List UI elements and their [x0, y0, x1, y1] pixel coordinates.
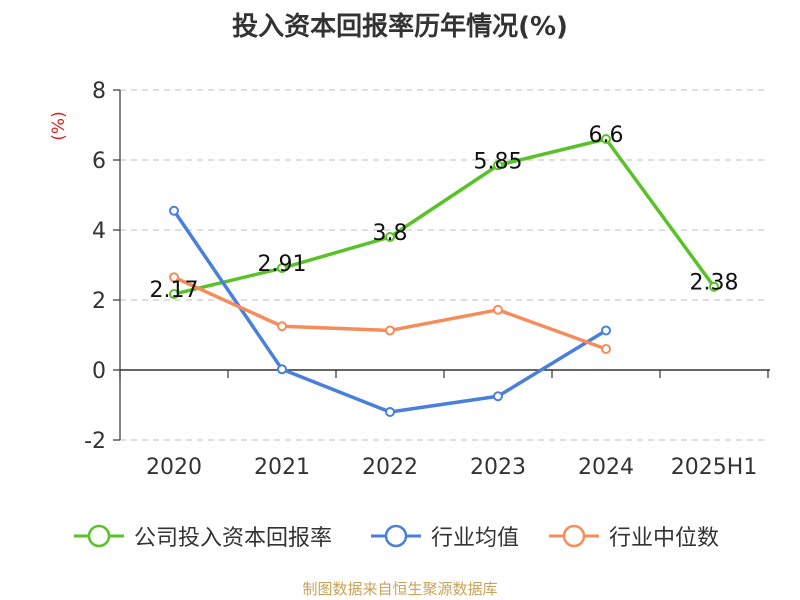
source-note: 制图数据来自恒生聚源数据库 — [302, 580, 498, 598]
data-point — [277, 364, 287, 375]
data-point — [277, 263, 287, 274]
y-tick-label: 6 — [92, 149, 106, 174]
data-label: 3.8 — [373, 221, 408, 246]
labels-layer: 2.17 2.91 3.8 5.85 6.6 2.38 — [150, 123, 739, 303]
data-point — [385, 325, 395, 336]
data-point — [601, 134, 611, 144]
grid — [120, 89, 768, 441]
legend: 公司投入资本回报率 行业均值 行业中位数 — [74, 524, 719, 551]
series-line — [173, 137, 716, 296]
data-point — [385, 232, 395, 242]
legend-label: 公司投入资本回报率 — [134, 526, 332, 551]
legend-label: 行业中位数 — [609, 526, 719, 551]
data-point — [601, 344, 611, 354]
y-tick-label: 4 — [92, 219, 106, 244]
data-label: 2.38 — [690, 271, 739, 296]
data-point — [493, 391, 503, 402]
y-tick-label: 2 — [92, 289, 106, 314]
x-tick-label: 2025H1 — [671, 455, 758, 480]
legend-label: 行业均值 — [431, 526, 519, 551]
data-point — [169, 289, 179, 300]
data-point — [601, 325, 611, 336]
data-label: 2.17 — [150, 278, 199, 303]
data-point — [493, 160, 503, 171]
y-tick-label: 0 — [92, 359, 106, 384]
x-tick-label: 2021 — [254, 455, 310, 480]
x-tick-label: 2023 — [470, 455, 526, 480]
data-point — [169, 272, 179, 283]
legend-marker — [384, 524, 408, 548]
y-axis-label: (%) — [49, 111, 69, 140]
legend-marker — [87, 524, 111, 548]
data-point — [385, 407, 395, 417]
axes: -2 0 2 4 6 8 2020 2021 2022 2023 2024 2025H1 (%) — [49, 79, 770, 480]
x-tick-label: 2022 — [362, 455, 418, 480]
x-tick-label: 2024 — [578, 455, 634, 480]
data-point — [169, 205, 179, 216]
series-line — [173, 275, 607, 351]
data-point — [709, 281, 719, 292]
chart-title: 投入资本回报率历年情况(%) — [232, 12, 568, 42]
data-label: 6.6 — [589, 123, 624, 148]
series-layer — [169, 134, 719, 417]
data-label: 2.91 — [258, 252, 307, 277]
data-label: 5.85 — [474, 149, 523, 174]
x-tick-label: 2020 — [146, 455, 202, 480]
y-tick-label: -2 — [84, 429, 106, 454]
data-point — [493, 304, 503, 315]
y-tick-label: 8 — [92, 79, 106, 104]
legend-marker — [562, 524, 586, 548]
data-point — [277, 321, 287, 332]
